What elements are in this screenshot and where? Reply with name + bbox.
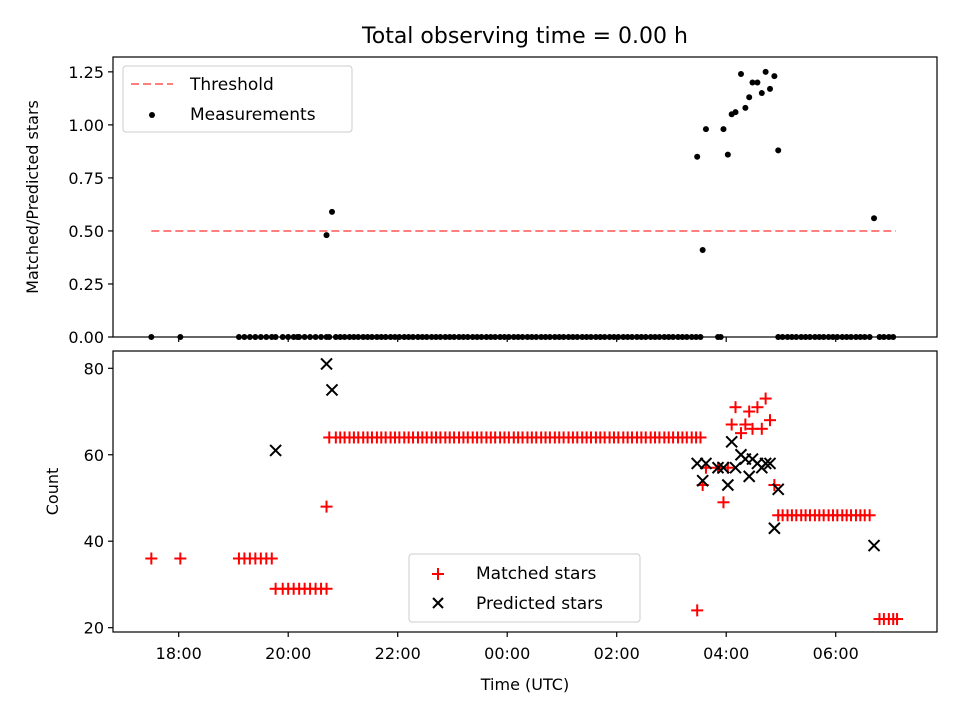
matched-stars-points bbox=[145, 392, 904, 626]
x-axis-label: Time (UTC) bbox=[480, 675, 569, 694]
bottom-legend: Matched stars Predicted stars bbox=[408, 553, 641, 623]
top-y-tick-label: 0.50 bbox=[68, 222, 104, 241]
measurement-point bbox=[762, 68, 769, 75]
x-tick-label: 22:00 bbox=[375, 644, 421, 663]
matched-star-point bbox=[691, 604, 704, 617]
predicted-star-point bbox=[717, 461, 730, 474]
x-tick-label: 18:00 bbox=[156, 644, 202, 663]
measurement-point bbox=[742, 104, 749, 111]
bottom-panel: 20 40 60 80 18:00 20:00 22:00 00:00 02:00 04:00 0… bbox=[43, 350, 938, 694]
x-tick-label: 04:00 bbox=[703, 644, 749, 663]
top-y-ticks: 0.00 0.25 0.50 0.75 1.00 1.25 bbox=[68, 63, 113, 347]
predicted-star-point bbox=[721, 478, 735, 492]
measurement-points bbox=[148, 68, 897, 340]
top-y-tick-label: 0.25 bbox=[68, 275, 104, 294]
top-y-axis-label: Matched/Predicted stars bbox=[23, 100, 42, 294]
matched-star-point bbox=[863, 509, 876, 522]
top-y-tick-label: 1.25 bbox=[68, 63, 104, 82]
matched-star-point bbox=[739, 418, 752, 431]
predicted-star-point bbox=[729, 461, 742, 474]
chart-title: Total observing time = 0.00 h bbox=[361, 24, 688, 49]
legend-matched-label: Matched stars bbox=[476, 564, 596, 584]
legend-predicted-swatch bbox=[432, 597, 444, 609]
bottom-legend-box bbox=[408, 553, 641, 623]
measurement-point bbox=[699, 247, 706, 254]
measurement-point bbox=[746, 94, 753, 101]
matched-star-point bbox=[145, 552, 158, 565]
bottom-y-tick-label: 40 bbox=[84, 532, 104, 551]
top-y-tick-label: 1.00 bbox=[68, 116, 104, 135]
bottom-y-tick-label: 80 bbox=[84, 359, 104, 378]
bottom-y-ticks: 20 40 60 80 bbox=[84, 359, 113, 638]
matched-star-point bbox=[891, 613, 904, 626]
predicted-star-point bbox=[759, 457, 772, 470]
legend-measurements-swatch bbox=[149, 112, 155, 118]
matched-star-point bbox=[265, 552, 278, 565]
measurement-point bbox=[702, 126, 709, 133]
predicted-star-point bbox=[867, 539, 881, 552]
legend-threshold-label: Threshold bbox=[189, 75, 274, 95]
matched-star-point bbox=[755, 422, 768, 435]
matched-star-point bbox=[759, 392, 772, 405]
predicted-star-point bbox=[269, 444, 282, 457]
predicted-star-point bbox=[772, 483, 785, 496]
measurement-point bbox=[323, 232, 330, 239]
bottom-y-tick-label: 60 bbox=[84, 446, 104, 465]
predicted-star-point bbox=[725, 435, 738, 448]
matched-star-point bbox=[174, 552, 187, 565]
measurement-point bbox=[737, 70, 744, 77]
matched-star-point bbox=[320, 582, 333, 595]
measurement-point bbox=[771, 73, 778, 80]
matched-star-point bbox=[717, 496, 730, 509]
predicted-star-point bbox=[768, 522, 781, 535]
top-legend-box bbox=[122, 65, 353, 133]
measurement-point bbox=[749, 79, 756, 86]
predicted-star-point bbox=[325, 383, 339, 397]
measurement-point bbox=[732, 109, 739, 116]
predicted-star-point bbox=[690, 457, 704, 470]
measurement-point bbox=[758, 90, 765, 97]
measurement-point bbox=[871, 215, 878, 222]
x-tick-label: 20:00 bbox=[265, 644, 311, 663]
predicted-star-point bbox=[711, 461, 725, 474]
bottom-y-tick-label: 20 bbox=[84, 619, 104, 638]
predicted-star-point bbox=[699, 457, 713, 470]
legend-predicted-label: Predicted stars bbox=[476, 594, 603, 614]
top-panel-frame bbox=[112, 56, 938, 338]
legend-measurements-label: Measurements bbox=[190, 105, 316, 125]
bottom-y-axis-label: Count bbox=[43, 468, 62, 516]
x-tick-label: 00:00 bbox=[484, 644, 530, 663]
measurement-point bbox=[724, 151, 731, 158]
predicted-star-point bbox=[742, 470, 756, 483]
predicted-star-point bbox=[320, 357, 333, 371]
measurement-point bbox=[329, 208, 336, 215]
bottom-x-ticks: 18:00 20:00 22:00 00:00 02:00 04:00 06:00 bbox=[156, 632, 859, 663]
matched-star-point bbox=[694, 431, 707, 444]
matched-star-point bbox=[743, 405, 756, 418]
legend-matched-swatch bbox=[432, 568, 444, 580]
matched-star-point bbox=[729, 401, 742, 414]
measurement-point bbox=[767, 85, 774, 92]
measurement-point bbox=[754, 79, 761, 86]
measurement-point bbox=[775, 147, 782, 154]
matched-star-point bbox=[764, 414, 777, 427]
matched-star-point bbox=[751, 401, 764, 414]
matched-star-point bbox=[734, 427, 747, 440]
x-tick-label: 02:00 bbox=[594, 644, 640, 663]
top-y-tick-label: 0.75 bbox=[68, 169, 104, 188]
matched-star-point bbox=[725, 418, 738, 431]
predicted-star-point bbox=[696, 474, 709, 487]
x-tick-label: 06:00 bbox=[813, 644, 859, 663]
top-panel: 0.00 0.25 0.50 0.75 1.00 1.25 Matched/Predict… bbox=[23, 56, 938, 347]
measurement-point bbox=[720, 126, 727, 133]
top-x-ticks bbox=[178, 337, 837, 342]
top-y-tick-label: 0.00 bbox=[68, 328, 104, 347]
predicted-stars-points bbox=[269, 357, 881, 552]
predicted-star-point bbox=[763, 457, 777, 470]
measurement-point bbox=[694, 153, 701, 160]
top-legend: Threshold Measurements bbox=[122, 65, 353, 133]
bottom-panel-frame bbox=[112, 350, 938, 633]
matched-star-point bbox=[320, 500, 333, 513]
